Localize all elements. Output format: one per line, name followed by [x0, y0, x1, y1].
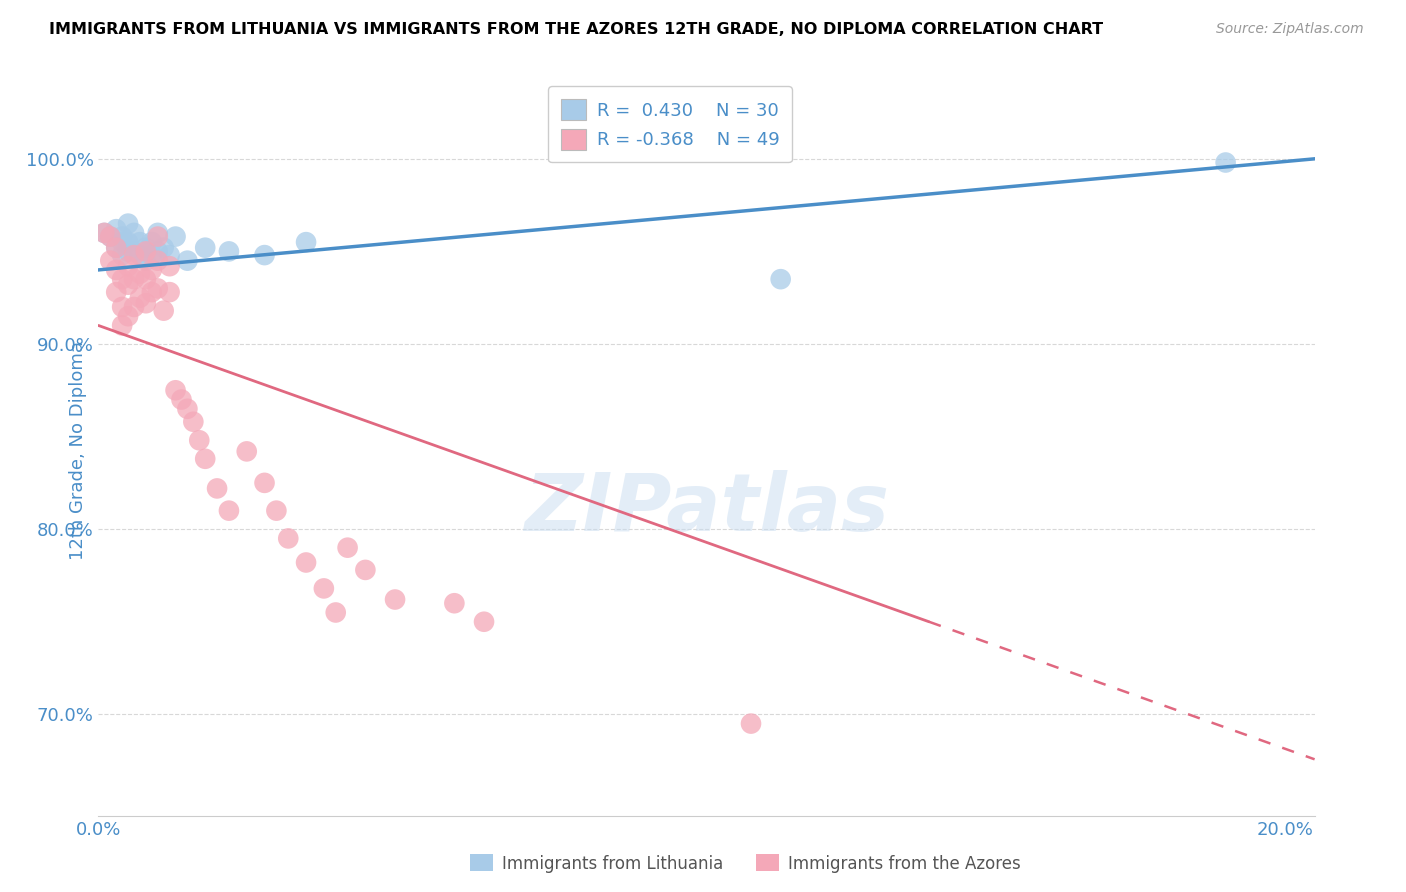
Point: [98, 229, 121, 244]
Point: [141, 263, 163, 277]
Point: [312, 582, 335, 596]
Point: [235, 444, 257, 458]
Point: [325, 606, 347, 620]
Point: [117, 244, 139, 259]
Point: [277, 532, 299, 546]
Point: [141, 248, 163, 262]
Point: [122, 226, 145, 240]
Point: [266, 503, 288, 517]
Point: [146, 226, 169, 240]
Point: [117, 235, 139, 249]
Point: [111, 300, 134, 314]
Point: [117, 217, 139, 231]
Point: [183, 415, 205, 429]
Point: [98, 253, 121, 268]
Point: [740, 716, 762, 731]
Point: [159, 248, 181, 262]
Point: [472, 615, 495, 629]
Point: [122, 272, 145, 286]
Point: [122, 244, 145, 259]
Point: [93, 226, 115, 240]
Point: [141, 285, 163, 300]
Text: Source: ZipAtlas.com: Source: ZipAtlas.com: [1216, 22, 1364, 37]
Point: [336, 541, 359, 555]
Point: [105, 241, 128, 255]
Point: [769, 272, 792, 286]
Point: [122, 300, 145, 314]
Point: [129, 291, 152, 305]
Point: [117, 259, 139, 273]
Point: [194, 451, 217, 466]
Point: [159, 259, 181, 273]
Point: [1215, 155, 1237, 169]
Point: [205, 482, 228, 496]
Point: [135, 253, 157, 268]
Text: ZIPatlas: ZIPatlas: [524, 470, 889, 548]
Point: [146, 229, 169, 244]
Point: [111, 229, 134, 244]
Point: [111, 248, 134, 262]
Point: [129, 235, 152, 249]
Point: [443, 596, 465, 610]
Point: [295, 556, 318, 570]
Y-axis label: 12th Grade, No Diploma: 12th Grade, No Diploma: [69, 341, 87, 560]
Point: [135, 296, 157, 310]
Point: [152, 241, 174, 255]
Point: [135, 272, 157, 286]
Point: [295, 235, 318, 249]
Point: [176, 253, 198, 268]
Point: [117, 277, 139, 292]
Point: [165, 384, 187, 398]
Point: [218, 503, 240, 517]
Point: [105, 263, 128, 277]
Point: [135, 241, 157, 255]
Legend: R =  0.430    N = 30, R = -0.368    N = 49: R = 0.430 N = 30, R = -0.368 N = 49: [548, 87, 792, 162]
Point: [159, 285, 181, 300]
Point: [170, 392, 193, 407]
Point: [141, 235, 163, 249]
Point: [93, 226, 115, 240]
Point: [188, 434, 211, 448]
Point: [176, 401, 198, 416]
Point: [122, 248, 145, 262]
Point: [105, 285, 128, 300]
Legend: Immigrants from Lithuania, Immigrants from the Azores: Immigrants from Lithuania, Immigrants fr…: [463, 847, 1028, 880]
Point: [146, 253, 169, 268]
Point: [105, 222, 128, 236]
Point: [218, 244, 240, 259]
Point: [384, 592, 406, 607]
Point: [117, 309, 139, 323]
Point: [111, 318, 134, 333]
Point: [105, 241, 128, 255]
Point: [146, 281, 169, 295]
Point: [165, 229, 187, 244]
Point: [129, 267, 152, 281]
Point: [354, 563, 377, 577]
Point: [98, 229, 121, 244]
Point: [253, 475, 276, 490]
Point: [194, 241, 217, 255]
Point: [135, 244, 157, 259]
Point: [152, 303, 174, 318]
Text: IMMIGRANTS FROM LITHUANIA VS IMMIGRANTS FROM THE AZORES 12TH GRADE, NO DIPLOMA C: IMMIGRANTS FROM LITHUANIA VS IMMIGRANTS …: [49, 22, 1104, 37]
Point: [111, 272, 134, 286]
Point: [146, 244, 169, 259]
Point: [111, 235, 134, 249]
Point: [253, 248, 276, 262]
Point: [129, 248, 152, 262]
